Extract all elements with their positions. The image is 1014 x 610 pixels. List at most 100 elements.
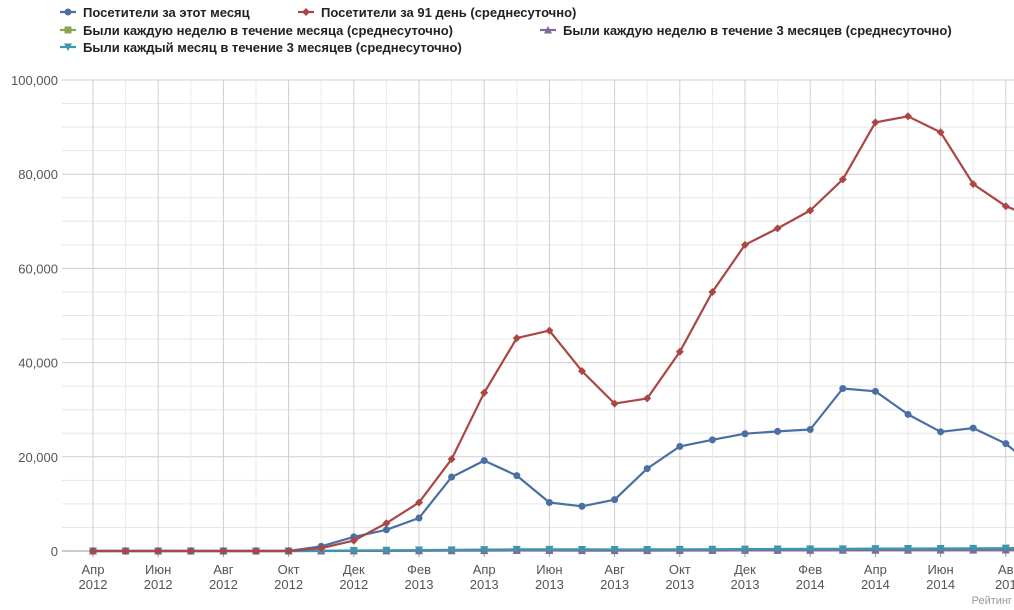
data-point: [806, 206, 815, 215]
data-point: [774, 427, 782, 435]
data-point: [545, 498, 553, 506]
data-point: [675, 347, 684, 356]
data-point: [578, 545, 586, 554]
data-point: [578, 367, 586, 376]
x-tick-label: 2013: [731, 577, 760, 592]
data-point: [806, 425, 814, 433]
legend-item-5: Были каждый месяц в течение 3 месяцев (с…: [60, 40, 462, 55]
legend-item-4: Были каждую неделю в течение 3 месяцев (…: [540, 23, 952, 38]
x-tick-label: 2014: [796, 577, 825, 592]
data-point: [382, 526, 390, 534]
legend-item-2: Посетители за 91 день (среднесуточно): [298, 5, 576, 20]
data-point: [904, 545, 912, 553]
data-point: [448, 473, 456, 481]
data-point: [480, 388, 489, 397]
data-point: [904, 410, 912, 418]
data-point: [675, 545, 684, 554]
data-point: [610, 545, 619, 554]
data-point: [676, 442, 684, 450]
data-point: [480, 546, 489, 554]
data-point: [936, 544, 945, 553]
data-point: [708, 436, 716, 444]
x-tick-label: 2013: [600, 577, 629, 592]
x-tick-label: Апр: [864, 562, 887, 577]
x-tick-label: Апр: [473, 562, 496, 577]
x-tick-label: 2013: [665, 577, 694, 592]
data-point: [969, 424, 977, 432]
data-point: [610, 399, 619, 408]
y-tick-label: 0: [51, 544, 58, 559]
y-tick-label: 100,000: [11, 73, 58, 88]
footer-credit: Рейтинг: [972, 595, 1012, 607]
x-tick-label: Авг: [213, 562, 234, 577]
x-tick-label: Июн: [536, 562, 562, 577]
data-point: [708, 545, 717, 554]
legend-label: Посетители за 91 день (среднесуточно): [321, 5, 576, 20]
x-tick-label: 201: [995, 577, 1014, 592]
legend-item-3: Были каждую неделю в течение месяца (сре…: [60, 23, 453, 38]
data-point: [969, 180, 978, 189]
x-tick-label: Окт: [669, 562, 691, 577]
data-point: [741, 430, 749, 438]
x-tick-label: Июн: [927, 562, 953, 577]
data-point: [186, 547, 195, 555]
y-tick-label: 20,000: [18, 450, 58, 465]
data-point: [513, 472, 521, 480]
x-tick-label: 2014: [926, 577, 955, 592]
x-axis: Апр2012Июн2012Авг2012Окт2012Дек2012Фев20…: [79, 551, 1014, 592]
data-point: [284, 547, 293, 555]
legend-swatch-marker: [544, 26, 552, 34]
data-point: [121, 547, 130, 555]
x-tick-label: 2013: [470, 577, 499, 592]
data-point: [1001, 544, 1010, 553]
x-tick-label: Апр: [82, 562, 105, 577]
data-point: [611, 496, 619, 504]
x-tick-label: Окт: [278, 562, 300, 577]
data-point: [643, 465, 651, 473]
data-point: [741, 545, 749, 554]
data-point: [349, 547, 358, 555]
data-point: [382, 519, 391, 528]
data-point: [838, 545, 847, 553]
data-point: [1001, 202, 1010, 211]
data-point: [708, 287, 717, 296]
legend-swatch-marker: [64, 8, 72, 16]
data-point: [838, 175, 847, 184]
series-2: [89, 112, 1014, 555]
chart-grid: [62, 79, 1014, 552]
x-tick-label: Фев: [407, 562, 431, 577]
data-point: [317, 544, 326, 553]
data-point: [480, 457, 488, 465]
x-tick-label: Авг: [604, 562, 625, 577]
y-tick-label: 60,000: [18, 261, 58, 276]
data-point: [904, 112, 912, 121]
x-tick-label: Дек: [734, 562, 756, 577]
data-point: [89, 547, 97, 555]
data-point: [447, 455, 456, 464]
y-tick-label: 80,000: [18, 167, 58, 182]
legend: Посетители за этот месяц Посетители за 91…: [60, 5, 952, 55]
x-tick-label: 2013: [535, 577, 564, 592]
x-tick-label: 2012: [209, 577, 238, 592]
data-point: [545, 545, 554, 554]
x-tick-label: 2013: [405, 577, 434, 592]
data-point: [415, 546, 423, 555]
data-point: [643, 394, 652, 403]
data-point: [447, 546, 456, 554]
data-point: [512, 334, 521, 343]
plot-area: [89, 112, 1014, 555]
x-tick-label: 2014: [861, 577, 890, 592]
legend-label: Были каждый месяц в течение 3 месяцев (с…: [83, 40, 462, 55]
data-point: [936, 128, 945, 137]
y-axis: 0 20,000 40,000 60,000 80,000 100,000: [11, 73, 58, 559]
legend-label: Были каждую неделю в течение месяца (сре…: [83, 23, 453, 38]
data-point: [512, 545, 521, 554]
data-point: [578, 502, 586, 510]
data-point: [871, 387, 879, 395]
legend-swatch-marker: [302, 8, 310, 16]
data-point: [415, 514, 423, 522]
data-point: [937, 428, 945, 436]
data-point: [219, 547, 228, 555]
data-point: [349, 536, 358, 545]
